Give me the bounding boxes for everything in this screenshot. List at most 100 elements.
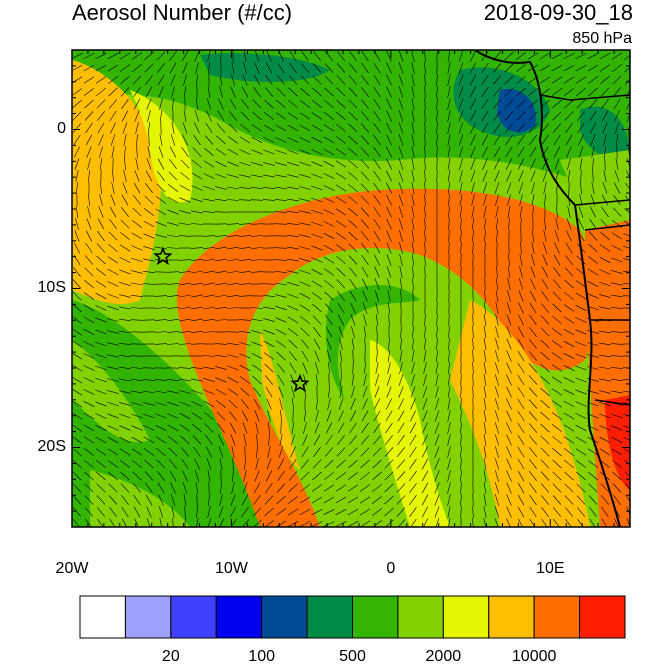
wind-barb [323, 209, 335, 215]
wind-barb [517, 422, 525, 434]
wind-barb [384, 459, 394, 469]
wind-barb [95, 425, 107, 431]
wind-barb [540, 471, 550, 481]
wind-barbs [72, 50, 630, 527]
wind-barb [158, 86, 164, 98]
wind-barb [492, 87, 502, 97]
wind-barb [95, 377, 107, 383]
wind-barb [348, 207, 358, 217]
wind-barb [109, 206, 117, 218]
wind-barb [265, 470, 273, 482]
wind-barb [611, 378, 623, 382]
wind-barb [160, 109, 162, 123]
wind-barb [517, 446, 525, 458]
wind-barb [146, 98, 152, 110]
wind-barb [552, 291, 562, 301]
wind-barb [178, 331, 192, 333]
wind-barb [253, 495, 261, 505]
wind-barb [216, 400, 226, 408]
wind-barb [351, 326, 355, 338]
wind-barb [373, 74, 381, 86]
wind-barb [348, 75, 358, 85]
wind-barb [262, 283, 276, 285]
wind-barb [263, 162, 275, 166]
wind-barb [277, 458, 285, 470]
wind-barb [143, 413, 155, 419]
wind-barb [191, 198, 203, 202]
wind-barb [575, 341, 587, 347]
wind-barb [228, 399, 238, 409]
wind-barb [600, 231, 610, 241]
wind-barb [219, 86, 223, 98]
wind-barb [384, 447, 394, 457]
wind-barb [615, 122, 619, 134]
wind-barb [288, 339, 298, 349]
wind-barb [599, 378, 611, 382]
wind-barb [335, 208, 347, 216]
wind-barb [624, 207, 630, 214]
wind-barb [243, 470, 247, 482]
wind-barb [107, 436, 119, 444]
wind-barb [447, 50, 451, 62]
wind-barb [424, 109, 426, 123]
wind-barb [448, 361, 450, 375]
wind-barb [242, 482, 248, 494]
x-tick-label: 10W [214, 560, 248, 577]
wind-barb [83, 341, 95, 347]
wind-barb [154, 295, 168, 297]
wind-barb [108, 471, 118, 481]
wind-barb [460, 421, 462, 435]
wind-barb [564, 99, 574, 109]
wind-barb [119, 306, 131, 310]
wind-barb [274, 247, 288, 249]
wind-barb [552, 99, 562, 109]
wind-barb [168, 171, 178, 181]
wind-barb [95, 292, 107, 300]
wind-barb [360, 447, 370, 457]
wind-barb [625, 494, 630, 503]
wind-barb [508, 253, 510, 267]
wind-barb [483, 386, 487, 398]
wind-barb [411, 158, 415, 170]
wind-barb [73, 267, 81, 277]
wind-barb [313, 338, 321, 350]
wind-barb [311, 173, 323, 179]
wind-barb [75, 218, 79, 230]
wind-barb [207, 506, 211, 518]
wind-barb [147, 110, 151, 122]
wind-barb [494, 158, 500, 170]
wind-barb [250, 247, 264, 249]
wind-barb [96, 99, 106, 109]
wind-barb [74, 158, 80, 170]
inner-darkgreen-swirl [325, 285, 420, 400]
wind-barb [518, 302, 524, 314]
wind-barb [361, 62, 369, 74]
wind-barb [372, 447, 382, 457]
wind-barb [183, 74, 187, 86]
wind-barb [348, 159, 358, 169]
wind-barb [275, 305, 287, 311]
wind-barb [275, 149, 287, 155]
colorbar-swatch [579, 595, 626, 639]
wind-barb [447, 506, 451, 518]
wind-barb [471, 206, 475, 218]
wind-barb [251, 341, 263, 347]
wind-barb [528, 88, 538, 96]
wind-barb [373, 170, 381, 182]
wind-barb [191, 270, 203, 274]
wind-barb [424, 217, 426, 231]
wind-barb [227, 161, 239, 167]
wind-barb [119, 52, 131, 60]
wind-barb [611, 282, 623, 286]
wind-barb [202, 331, 216, 333]
wind-barb [156, 51, 166, 61]
wind-barb [253, 74, 261, 86]
wind-barb [470, 134, 476, 146]
wind-barb [118, 343, 132, 345]
wind-barb [75, 170, 79, 182]
wind-barb [73, 134, 81, 146]
wind-barb [373, 146, 381, 158]
wind-barb [299, 137, 311, 143]
wind-barb [190, 367, 204, 369]
wind-barb [551, 400, 563, 408]
